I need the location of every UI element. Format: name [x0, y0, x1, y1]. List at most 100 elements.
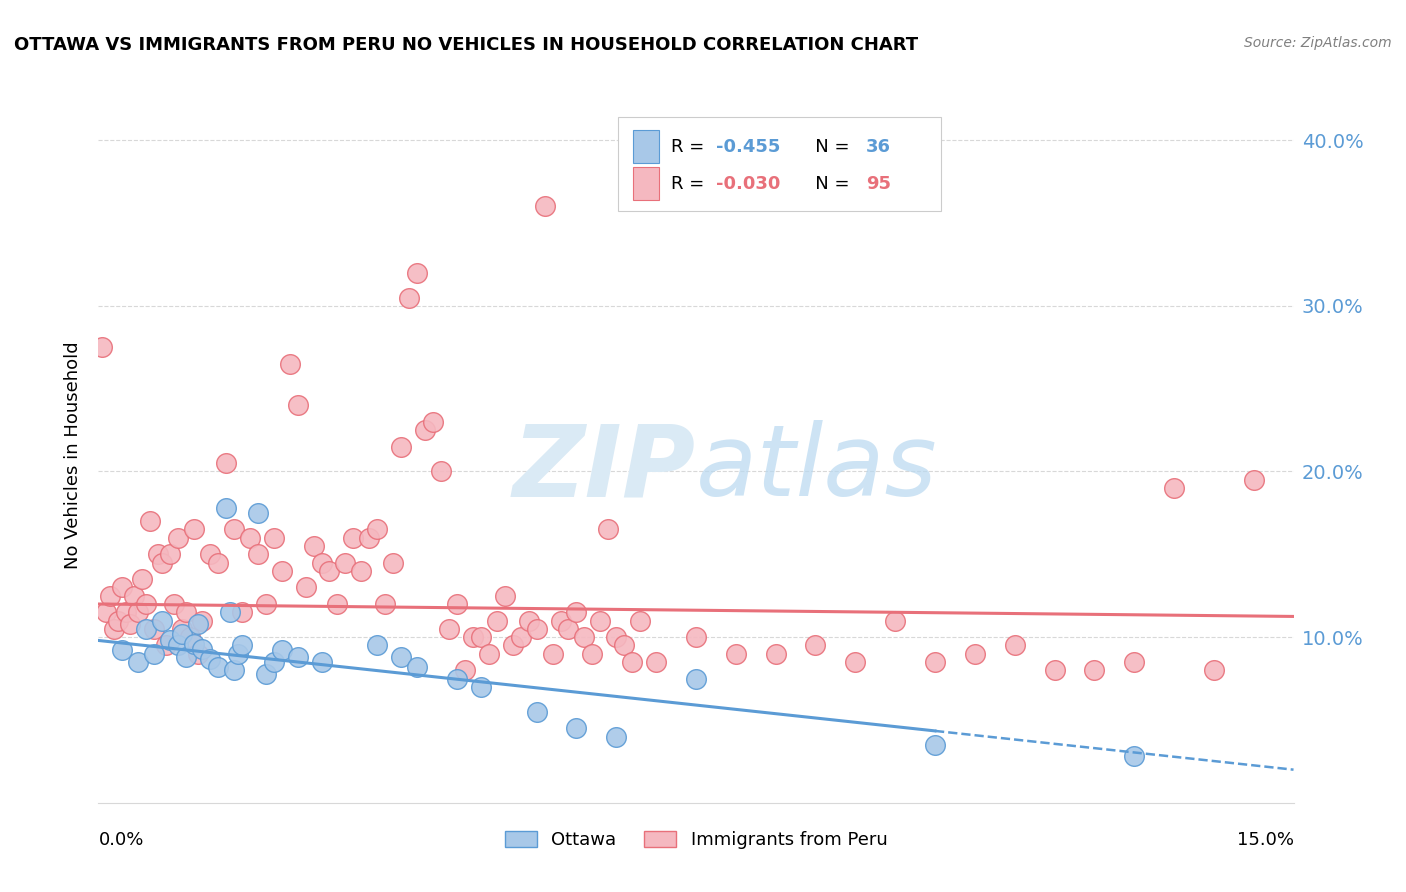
- Point: [254, 666, 277, 681]
- Point: [191, 614, 214, 628]
- Point: [167, 531, 190, 545]
- Point: [724, 647, 747, 661]
- Point: [389, 650, 412, 665]
- Point: [231, 639, 253, 653]
- Point: [287, 650, 309, 665]
- Point: [287, 398, 309, 412]
- Point: [422, 415, 444, 429]
- Point: [148, 547, 170, 561]
- Point: [318, 564, 340, 578]
- Point: [1202, 663, 1225, 677]
- Point: [98, 589, 122, 603]
- Point: [143, 647, 166, 661]
- Point: [478, 647, 501, 661]
- Point: [179, 630, 201, 644]
- Point: [326, 597, 349, 611]
- Point: [155, 639, 177, 653]
- Point: [187, 616, 209, 631]
- Point: [557, 622, 579, 636]
- Legend: Ottawa, Immigrants from Peru: Ottawa, Immigrants from Peru: [498, 823, 894, 856]
- Point: [143, 622, 166, 636]
- Point: [844, 655, 866, 669]
- Point: [263, 655, 285, 669]
- FancyBboxPatch shape: [619, 118, 941, 211]
- Point: [263, 531, 285, 545]
- Point: [470, 630, 492, 644]
- Point: [924, 738, 946, 752]
- Text: 95: 95: [866, 175, 890, 193]
- Point: [174, 605, 197, 619]
- Point: [159, 547, 181, 561]
- Point: [565, 605, 588, 619]
- Point: [131, 572, 153, 586]
- Point: [366, 523, 388, 537]
- Point: [494, 589, 516, 603]
- Point: [302, 539, 325, 553]
- Point: [454, 663, 477, 677]
- Point: [526, 705, 548, 719]
- Point: [183, 637, 205, 651]
- Point: [124, 589, 146, 603]
- Point: [172, 622, 194, 636]
- Point: [461, 630, 484, 644]
- Point: [430, 465, 453, 479]
- Text: -0.455: -0.455: [716, 137, 780, 156]
- Point: [96, 605, 118, 619]
- Point: [804, 639, 827, 653]
- Text: 36: 36: [866, 137, 890, 156]
- Point: [167, 639, 190, 653]
- Point: [924, 655, 946, 669]
- Text: -0.030: -0.030: [716, 175, 780, 193]
- Point: [1043, 663, 1066, 677]
- Point: [172, 627, 194, 641]
- Point: [107, 614, 129, 628]
- Point: [574, 630, 596, 644]
- Point: [246, 547, 269, 561]
- Point: [628, 614, 651, 628]
- Point: [198, 547, 221, 561]
- Point: [526, 622, 548, 636]
- Text: ZIP: ZIP: [513, 420, 696, 517]
- Point: [366, 639, 388, 653]
- FancyBboxPatch shape: [633, 130, 659, 163]
- Point: [207, 660, 229, 674]
- Point: [231, 605, 253, 619]
- Point: [533, 199, 555, 213]
- Text: atlas: atlas: [696, 420, 938, 517]
- Point: [127, 655, 149, 669]
- Point: [246, 506, 269, 520]
- Point: [605, 730, 627, 744]
- Point: [135, 622, 157, 636]
- Point: [111, 643, 134, 657]
- Point: [115, 605, 138, 619]
- Point: [613, 639, 636, 653]
- Point: [389, 440, 412, 454]
- Point: [685, 672, 707, 686]
- Point: [219, 605, 242, 619]
- Point: [183, 523, 205, 537]
- Point: [215, 456, 238, 470]
- Point: [470, 680, 492, 694]
- Point: [270, 564, 292, 578]
- Point: [311, 655, 333, 669]
- Point: [222, 663, 245, 677]
- Point: [517, 614, 540, 628]
- Point: [254, 597, 277, 611]
- Point: [139, 514, 162, 528]
- Point: [159, 633, 181, 648]
- Point: [550, 614, 572, 628]
- Point: [565, 721, 588, 735]
- Point: [120, 616, 142, 631]
- Point: [215, 500, 238, 515]
- Point: [413, 423, 436, 437]
- Point: [1163, 481, 1185, 495]
- Point: [382, 556, 405, 570]
- Text: 15.0%: 15.0%: [1236, 830, 1294, 848]
- Point: [239, 531, 262, 545]
- Point: [1123, 655, 1146, 669]
- Text: 0.0%: 0.0%: [98, 830, 143, 848]
- Point: [127, 605, 149, 619]
- Text: N =: N =: [797, 175, 855, 193]
- Point: [1083, 663, 1105, 677]
- Point: [406, 660, 429, 674]
